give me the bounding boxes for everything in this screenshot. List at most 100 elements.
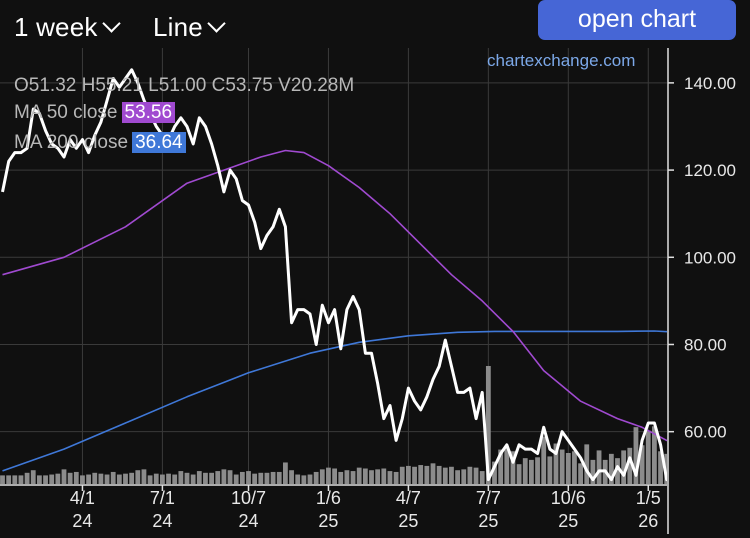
- x-tick-label: 10/6: [551, 488, 586, 508]
- x-tick-year-label: 25: [318, 511, 338, 531]
- chevron-down-icon: [207, 14, 226, 33]
- volume-bar: [479, 471, 485, 484]
- ma200-legend: MA 200 close 36.64: [14, 132, 186, 154]
- x-tick-year-label: 26: [638, 511, 658, 531]
- watermark[interactable]: chartexchange.com: [487, 51, 636, 70]
- volume-bar: [153, 473, 159, 484]
- volume-bar: [276, 471, 282, 484]
- volume-bar: [381, 468, 387, 484]
- chart-type-dropdown[interactable]: Line: [153, 12, 226, 43]
- volume-bar: [227, 470, 233, 484]
- y-axis-background: [667, 0, 750, 538]
- open-label: O: [14, 75, 29, 96]
- x-axis-background: [0, 485, 750, 538]
- volume-bar: [67, 472, 73, 484]
- volume-bar: [652, 426, 657, 484]
- volume-bar: [442, 467, 448, 484]
- volume-bar: [412, 466, 417, 484]
- volume-bar: [239, 471, 245, 484]
- x-tick-label: 7/7: [476, 488, 501, 508]
- volume-bar: [178, 471, 184, 484]
- volume-bar: [529, 459, 534, 484]
- volume-bar: [61, 469, 67, 484]
- close-label: C: [211, 75, 226, 96]
- volume-bar: [86, 474, 91, 484]
- volume-bar: [98, 473, 104, 484]
- high-value: 55.21: [95, 75, 143, 96]
- volume-bar: [492, 461, 497, 484]
- volume-bar: [461, 469, 467, 484]
- volume-bar: [473, 467, 479, 484]
- volume-bar: [418, 465, 424, 484]
- low-value: 51.00: [158, 75, 207, 96]
- ma50-legend: MA 50 close 53.56: [14, 102, 176, 124]
- volume-bar: [104, 474, 110, 484]
- volume-bar: [209, 472, 214, 484]
- volume-bar: [135, 470, 141, 484]
- x-tick-label: 7/1: [150, 488, 175, 508]
- open-chart-button[interactable]: open chart: [538, 0, 736, 40]
- volume-bar: [596, 450, 602, 484]
- volume-bar: [639, 445, 645, 484]
- volume-bar: [578, 463, 583, 484]
- volume-bar: [123, 473, 128, 484]
- y-tick-label: 120.00: [684, 161, 736, 180]
- volume-bar: [319, 469, 325, 484]
- volume-bar: [196, 471, 202, 484]
- volume-bar: [504, 447, 510, 484]
- volume-bar: [12, 475, 18, 484]
- volume-value: 20.28M: [290, 75, 355, 96]
- volume-bar: [166, 473, 171, 484]
- volume-bar: [590, 459, 596, 484]
- volume-bar: [221, 469, 227, 484]
- volume-bar: [387, 471, 393, 484]
- volume-bar: [584, 444, 590, 484]
- x-tick-label: 4/1: [70, 488, 95, 508]
- high-label: H: [81, 75, 96, 96]
- volume-bar: [449, 466, 454, 484]
- volume-bar: [147, 475, 153, 484]
- volume-bar: [615, 458, 620, 484]
- chart-type-label: Line: [153, 12, 203, 42]
- volume-bar: [172, 474, 178, 484]
- volume-bar: [92, 472, 98, 484]
- y-tick-label: 100.00: [684, 248, 736, 267]
- ma50-value: 53.56: [121, 102, 176, 123]
- volume-bar: [264, 472, 270, 484]
- x-axis: 4/1 24 7/1 24 10/7 24 1/6 25 4/7 25 7/7 25 10/6 25 1/5…: [0, 484, 667, 531]
- period-dropdown[interactable]: 1 week: [14, 12, 121, 43]
- ma50-label: MA 50 close: [14, 102, 118, 123]
- volume-bar: [129, 472, 135, 484]
- volume-bar: [565, 452, 571, 484]
- volume-bar: [627, 447, 633, 484]
- volume-bar: [283, 462, 288, 484]
- x-tick-label: 1/6: [316, 488, 341, 508]
- volume-bar: [313, 471, 319, 484]
- volume-bar: [55, 473, 61, 484]
- volume-bar: [295, 474, 301, 484]
- volume-bar: [633, 427, 639, 484]
- y-tick-label: 140.00: [684, 74, 736, 93]
- volume-bar: [43, 475, 48, 484]
- y-tick-label: 80.00: [684, 335, 727, 354]
- x-tick-year-label: 24: [152, 511, 172, 531]
- volume-bar: [258, 472, 264, 484]
- volume-bar: [24, 472, 30, 484]
- volume-bar: [541, 436, 547, 484]
- volume-bar: [184, 472, 190, 484]
- volume-bar: [344, 470, 350, 484]
- close-line: [1, 68, 693, 486]
- volume-bar: [356, 467, 362, 484]
- volume-bar: [270, 471, 276, 484]
- volume-bar: [141, 469, 147, 484]
- volume-bar: [393, 471, 399, 484]
- x-tick-year-label: 25: [478, 511, 498, 531]
- volume-bar: [559, 449, 565, 484]
- x-tick-label: 10/7: [231, 488, 266, 508]
- volume-bar: [80, 475, 85, 484]
- volume-bar: [246, 471, 251, 484]
- volume-bar: [332, 468, 337, 484]
- volume-bar: [664, 453, 670, 484]
- close-value: 53.75: [225, 75, 273, 96]
